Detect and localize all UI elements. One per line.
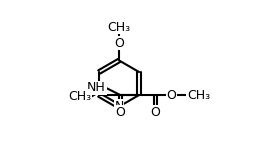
Text: CH₃: CH₃	[68, 90, 92, 103]
Text: O: O	[114, 37, 124, 50]
Text: N: N	[115, 100, 124, 113]
Text: NH: NH	[87, 81, 106, 94]
Text: O: O	[150, 106, 160, 119]
Text: O: O	[166, 89, 176, 102]
Text: CH₃: CH₃	[108, 21, 131, 34]
Text: O: O	[115, 106, 125, 119]
Text: CH₃: CH₃	[187, 89, 210, 102]
